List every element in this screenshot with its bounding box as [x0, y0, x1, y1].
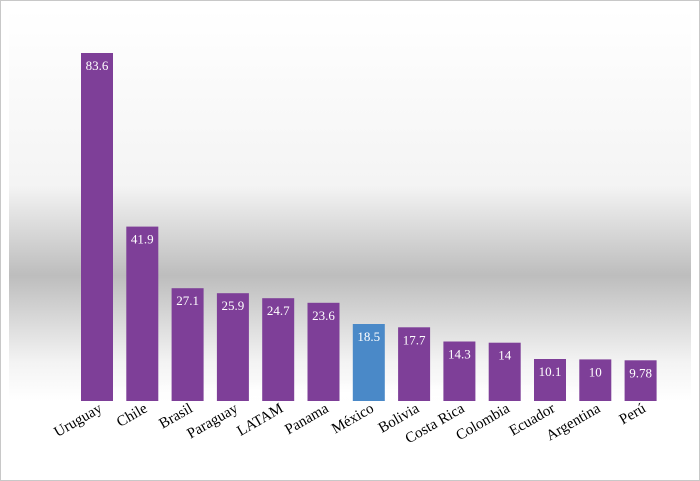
bar-8	[398, 327, 431, 401]
category-tick-label: Chile	[114, 400, 150, 430]
bar-3	[171, 288, 204, 401]
bar-value-label: 27.1	[176, 293, 199, 308]
bar-6	[307, 302, 340, 401]
bar-12	[579, 359, 612, 401]
bar-10	[488, 342, 521, 401]
bar-value-label: 10.1	[539, 364, 562, 379]
bar-value-label: 9.78	[629, 365, 652, 380]
bar-value-label: 10	[589, 364, 602, 379]
bar-4	[216, 293, 249, 401]
bar-value-label: 18.5	[357, 329, 380, 344]
bar-value-label: 14.3	[448, 347, 471, 362]
bar-value-label: 83.6	[86, 58, 109, 73]
bar-value-label: 17.7	[403, 332, 426, 347]
bar-7	[352, 324, 385, 401]
bar-value-label: 14	[498, 348, 512, 363]
bar-13	[624, 360, 657, 401]
bar-value-label: 41.9	[131, 232, 154, 247]
category-tick-label: Perú	[617, 400, 649, 428]
value-labels-layer: 83.6 41.9 27.1 25.9 24.7 23.6 18.5 17.7 14.3 14 10…	[86, 58, 652, 380]
bar-value-label: 25.9	[222, 298, 245, 313]
bar-2	[126, 226, 159, 401]
category-tick-label: Uruguay	[52, 400, 106, 440]
bar-value-label: 24.7	[267, 303, 290, 318]
plot-background	[9, 9, 691, 401]
bar-value-label: 23.6	[312, 308, 335, 323]
bar-9	[443, 341, 476, 401]
bar-5	[262, 298, 295, 401]
bar-1	[81, 53, 113, 401]
bar-11	[534, 359, 566, 401]
bars-layer	[81, 53, 657, 401]
